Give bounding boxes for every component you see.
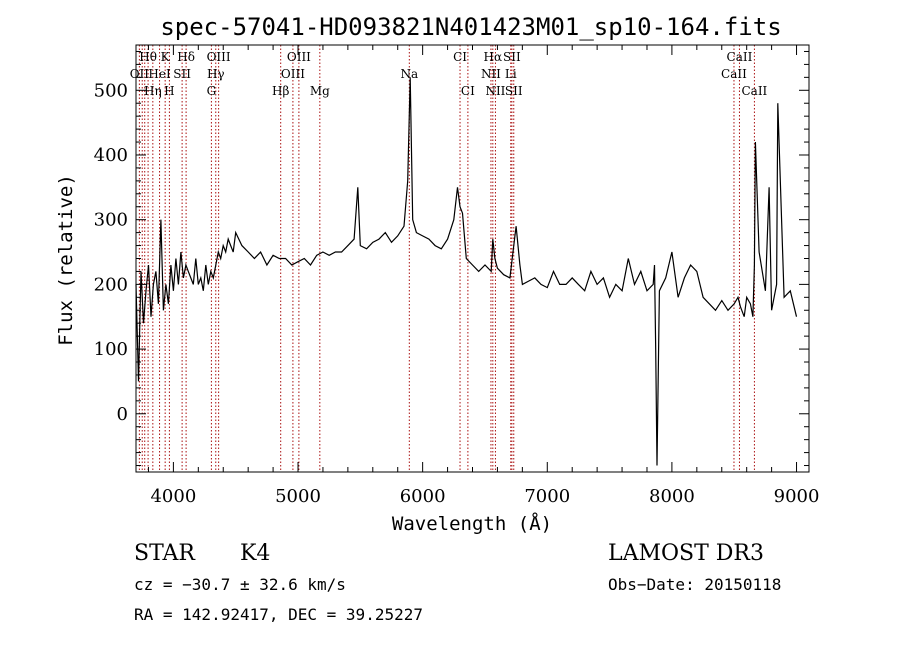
x-tick-label: 5000: [275, 486, 321, 507]
spectral-line-label: NII: [485, 84, 505, 98]
spectral-line-label: Hθ: [139, 50, 157, 64]
spectral-line-label: K: [161, 50, 171, 64]
spectral-line-label: CaII: [721, 67, 747, 81]
survey-label: LAMOST DR3: [608, 541, 764, 566]
y-tick-label: 200: [94, 274, 128, 295]
spectral-line-label: CI: [461, 84, 475, 98]
x-tick-label: 7000: [524, 486, 570, 507]
spectral-line-label: OIII: [207, 50, 231, 64]
line-markers: [138, 45, 755, 472]
plot-frame: [135, 44, 810, 473]
spectral-line-label: OIII: [281, 67, 305, 81]
spectral-line-label: CI: [453, 50, 467, 64]
y-tick-label: 400: [94, 145, 128, 166]
y-tick-label: 0: [117, 404, 128, 425]
y-tick-label: 300: [94, 210, 128, 231]
spectral-line-label: Hη: [144, 84, 162, 98]
x-tick-label: 9000: [774, 486, 820, 507]
x-axis-title: Wavelength (Å): [392, 512, 552, 535]
spectral-line-label: NII: [481, 67, 501, 81]
y-tick-label: 500: [94, 80, 128, 101]
spectral-line-label: Hβ: [272, 84, 289, 98]
spectral-line-label: Hγ: [207, 67, 225, 81]
spectral-line-label: Hα: [484, 50, 503, 64]
spectral-line-label: Na: [400, 67, 418, 81]
spectral-line-label: SII: [503, 50, 521, 64]
chart-title: spec-57041-HD093821N401423M01_sp10-164.f…: [160, 13, 781, 41]
spectral-line-label: Mg: [310, 84, 330, 98]
spectrum-line: [135, 77, 798, 466]
radec-text: RA = 142.92417, DEC = 39.25227: [134, 605, 423, 624]
spectral-line-label: SII: [505, 84, 523, 98]
class-label: STAR: [134, 541, 196, 566]
spectral-line-label: Li: [505, 67, 517, 81]
spectral-line-label: CaII: [727, 50, 753, 64]
spectral-line-label: Hδ: [177, 50, 195, 64]
obs-date-text: Obs−Date: 20150118: [608, 575, 781, 594]
y-axis-title: Flux (relative): [55, 174, 77, 346]
cz-text: cz = −30.7 ± 32.6 km/s: [134, 575, 346, 594]
spectral-line-label: CaII: [741, 84, 767, 98]
spectral-line-label: H: [164, 84, 174, 98]
x-tick-label: 8000: [649, 486, 695, 507]
axis-ticks: 4000 5000 6000 7000 8000 9000 0 100 200 300 400 500: [94, 45, 820, 507]
subclass-label: K4: [240, 541, 270, 566]
spectral-line-label: OIII: [287, 50, 311, 64]
y-tick-label: 100: [94, 339, 128, 360]
x-tick-label: 4000: [150, 486, 196, 507]
spectral-line-label: HeI: [148, 67, 171, 81]
x-tick-label: 6000: [400, 486, 446, 507]
spectral-line-label: OII: [130, 67, 150, 81]
spectral-line-label: SII: [173, 67, 191, 81]
spectral-line-label: G: [207, 84, 217, 98]
